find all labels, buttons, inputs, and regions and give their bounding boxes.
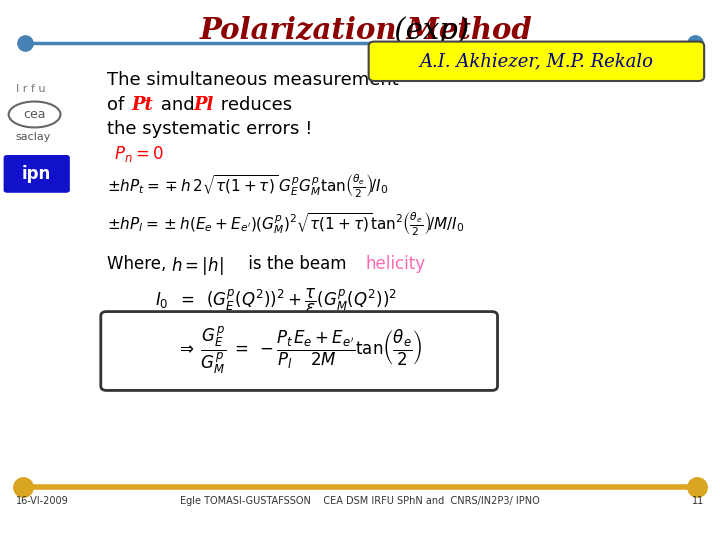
FancyBboxPatch shape xyxy=(369,42,704,81)
Text: $I_0 \;\;=\;\; (G^p_E(Q^2))^2 + \dfrac{\tau}{\epsilon}(G^p_M(Q^2))^2$: $I_0 \;\;=\;\; (G^p_E(Q^2))^2 + \dfrac{\… xyxy=(155,287,397,316)
Text: and: and xyxy=(155,96,200,114)
Text: ipn: ipn xyxy=(22,165,51,183)
Text: $\pm hP_l = \pm h(E_e+E_{e^\prime})(G^p_M)^2\sqrt{\tau(1+\tau)}\tan^2\!\left(\fr: $\pm hP_l = \pm h(E_e+E_{e^\prime})(G^p_… xyxy=(107,211,464,238)
Text: Where,: Where, xyxy=(107,255,171,273)
Text: 11: 11 xyxy=(692,496,704,506)
Text: reduces: reduces xyxy=(215,96,292,114)
Text: Polarization Method: Polarization Method xyxy=(200,16,533,45)
FancyBboxPatch shape xyxy=(101,312,498,390)
Text: saclay: saclay xyxy=(16,132,51,143)
Text: of: of xyxy=(107,96,130,114)
Text: $\pm hP_t = \mp h\,2\sqrt{\tau(1+\tau)}\,G^p_E G^p_M \tan\!\left(\frac{\theta_e}: $\pm hP_t = \mp h\,2\sqrt{\tau(1+\tau)}\… xyxy=(107,173,388,200)
Text: $h = |h|$: $h = |h|$ xyxy=(171,255,224,277)
FancyBboxPatch shape xyxy=(4,155,70,193)
Text: cea: cea xyxy=(23,108,46,121)
Text: Pl: Pl xyxy=(193,96,213,114)
Text: $P_n = 0$: $P_n = 0$ xyxy=(114,144,163,164)
Text: Pt: Pt xyxy=(132,96,153,114)
Text: $\Rightarrow\;\dfrac{G^p_E}{G^p_M} \;=\; -\dfrac{P_t}{P_l}\dfrac{E_e + E_{e^\pri: $\Rightarrow\;\dfrac{G^p_E}{G^p_M} \;=\;… xyxy=(176,325,422,375)
Text: helicity: helicity xyxy=(366,255,426,273)
Text: Egle TOMASI-GUSTAFSSON    CEA DSM IRFU SPhN and  CNRS/IN2P3/ IPNO: Egle TOMASI-GUSTAFSSON CEA DSM IRFU SPhN… xyxy=(180,496,540,506)
Text: 16-VI-2009: 16-VI-2009 xyxy=(16,496,68,506)
Text: A.I. Akhiezer, M.P. Rekalo: A.I. Akhiezer, M.P. Rekalo xyxy=(419,52,654,70)
Text: (exp): (exp) xyxy=(385,16,469,45)
Text: the systematic errors !: the systematic errors ! xyxy=(107,120,312,138)
Text: I r f u: I r f u xyxy=(16,84,45,94)
Text: is the beam: is the beam xyxy=(243,255,352,273)
Text: The simultaneous measurement: The simultaneous measurement xyxy=(107,71,398,89)
